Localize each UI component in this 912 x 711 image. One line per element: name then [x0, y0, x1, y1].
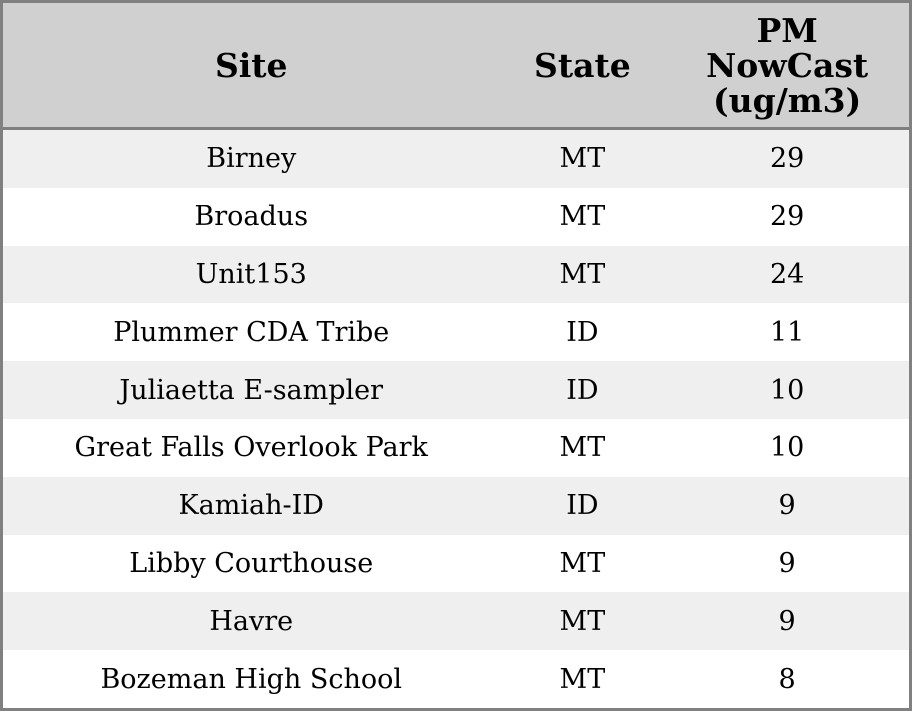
- cell-site: Birney: [206, 143, 297, 175]
- table-row: Plummer CDA Tribe ID 11: [3, 303, 909, 362]
- column-header-state: State: [499, 3, 666, 130]
- cell-pm_nowcast: 11: [769, 316, 805, 348]
- cell-pm_nowcast: 9: [778, 490, 796, 522]
- table-row: Bozeman High School MT 8: [3, 650, 909, 708]
- table-row: Havre MT 9: [3, 592, 909, 651]
- table-row: Juliaetta E-sampler ID 10: [3, 361, 909, 419]
- table-row: Broadus MT 29: [3, 187, 909, 246]
- column-header-pm_nowcast: PM NowCast (ug/m3): [665, 3, 909, 130]
- cell-state: ID: [566, 316, 599, 348]
- table-row: Great Falls Overlook Park MT 10: [3, 418, 909, 477]
- cell-site: Bozeman High School: [100, 663, 403, 695]
- cell-pm_nowcast: 9: [778, 605, 796, 637]
- cell-pm_nowcast: 10: [769, 432, 805, 464]
- table-body: Birney MT 29 Broadus MT 29 Unit153 MT 24 Plummer …: [3, 128, 909, 708]
- table-row: Unit153 MT 24: [3, 245, 909, 304]
- cell-site: Great Falls Overlook Park: [74, 432, 428, 464]
- cell-pm_nowcast: 8: [778, 663, 796, 695]
- header-row: Site State PM NowCast (ug/m3): [3, 3, 909, 130]
- cell-state: MT: [559, 432, 606, 464]
- column-header-site: Site: [3, 3, 500, 130]
- cell-pm_nowcast: 10: [769, 374, 805, 406]
- cell-state: MT: [559, 663, 606, 695]
- cell-site: Kamiah-ID: [178, 490, 324, 522]
- cell-state: MT: [559, 258, 606, 290]
- pm-nowcast-table: Site State PM NowCast (ug/m3) Birney MT 29 Br…: [3, 3, 909, 708]
- table-header: Site State PM NowCast (ug/m3): [3, 3, 909, 130]
- cell-site: Libby Courthouse: [129, 547, 374, 579]
- cell-site: Unit153: [195, 258, 307, 290]
- cell-state: ID: [566, 490, 599, 522]
- table-row: Kamiah-ID ID 9: [3, 476, 909, 535]
- cell-state: ID: [566, 374, 599, 406]
- cell-state: MT: [559, 201, 606, 233]
- cell-pm_nowcast: 24: [769, 258, 805, 290]
- cell-site: Juliaetta E-sampler: [119, 374, 384, 406]
- table-row: Birney MT 29: [3, 128, 909, 188]
- cell-pm_nowcast: 29: [769, 143, 805, 175]
- cell-state: MT: [559, 547, 606, 579]
- cell-site: Havre: [209, 605, 294, 637]
- cell-site: Broadus: [194, 201, 309, 233]
- cell-site: Plummer CDA Tribe: [113, 316, 390, 348]
- cell-pm_nowcast: 9: [778, 547, 796, 579]
- cell-state: MT: [559, 605, 606, 637]
- cell-pm_nowcast: 29: [769, 201, 805, 233]
- table-row: Libby Courthouse MT 9: [3, 534, 909, 593]
- cell-state: MT: [559, 143, 606, 175]
